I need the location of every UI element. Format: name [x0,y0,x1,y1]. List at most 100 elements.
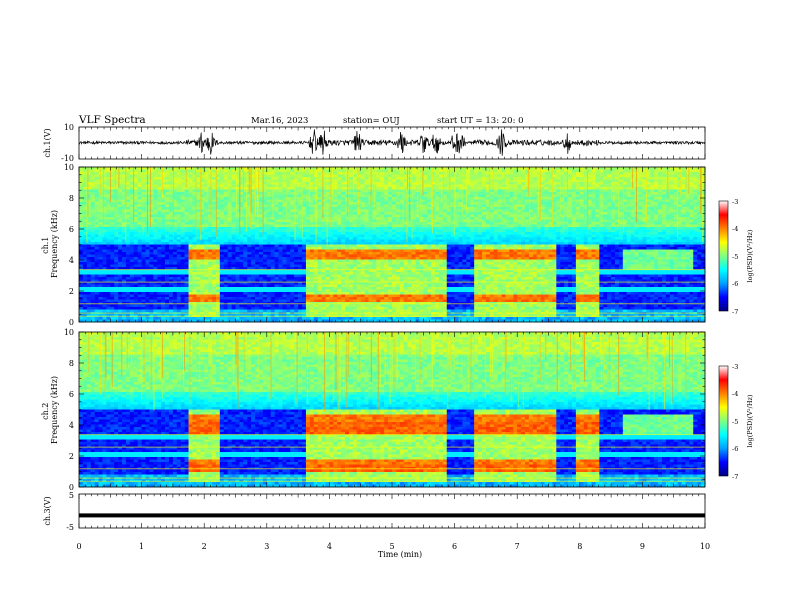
spectrogram-cell [137,277,142,280]
spectrogram-cell [208,297,213,300]
spectrogram-cell [243,199,248,203]
spectrogram-cell [153,289,158,293]
spectrogram-cell [149,247,154,250]
spectrogram-cell [325,257,330,260]
spectrogram-cell [157,202,162,205]
spectrogram-cell [302,242,307,245]
spectrogram-cell [309,189,315,193]
spectrogram-cell [125,254,131,258]
spectrogram-cell [172,239,178,243]
spectrogram-cell [235,177,240,180]
spectrogram-cell [110,219,115,223]
spectrogram-cell [161,189,166,193]
spectrogram-cell [321,212,326,215]
spectrogram-cell [215,307,221,310]
spectrogram-cell [247,224,252,228]
spectrogram-cell [262,267,268,270]
spectrogram-cell [188,197,193,200]
spectrogram-cell [212,282,217,285]
spectrogram-cell [282,284,287,288]
spectrogram-cell [364,179,369,183]
spectrogram-cell [188,284,193,288]
spectrogram-cell [239,307,244,310]
spectrogram-cell [98,194,103,198]
spectrogram-cell [278,184,283,188]
spectrogram-cell [149,232,154,235]
spectrogram-cell [286,199,291,203]
spectrogram-cell [153,297,158,300]
spectrogram-cell [243,287,248,290]
spectrogram-cell [360,219,365,223]
spectrogram-cell [141,204,146,208]
spectrogram-cell [98,304,103,308]
spectrogram-cell [262,214,268,218]
spectrogram-cell [223,299,228,303]
spectrogram-cell [305,242,311,245]
spectrogram-cell [243,229,248,233]
spectrogram-cell [172,254,178,258]
spectrogram-cell [329,167,334,170]
spectrogram-cell [337,202,342,205]
spectrogram-cell [86,247,92,250]
spectrogram-cell [110,209,115,213]
spectrogram-cell [98,242,103,245]
spectrogram-cell [208,214,213,218]
spectrogram-cell [172,207,178,210]
spectrogram-cell [90,199,95,203]
spectrogram-cell [79,269,84,273]
spectrogram-cell [165,172,170,175]
spectrogram-cell [157,207,162,210]
spectrogram-cell [168,179,174,183]
spectrogram-cell [298,284,303,288]
spectrogram-cell [129,199,135,203]
spectrogram-cell [212,297,217,300]
spectrogram-cell [192,272,197,275]
spectrogram-cell [258,172,264,175]
spectrogram-cell [165,227,170,230]
spectrogram-cell [153,232,158,235]
spectrogram-cell [239,274,244,278]
spectrogram-cell [157,209,162,213]
spectrogram-cell [364,199,369,203]
spectrogram-cell [368,319,373,323]
spectrogram-cell [200,214,205,218]
spectrogram-cell [204,254,209,258]
spectrogram-cell [376,277,381,280]
spectrogram-cell [184,269,189,273]
spectrogram-cell [79,202,84,205]
spectrogram-cell [345,244,350,248]
spectrogram-cell [106,212,111,215]
spectrogram-cell [364,239,369,243]
spectrogram-cell [360,244,365,248]
spectrogram-cell [305,264,311,268]
spectrogram-cell [172,299,178,303]
spectrogram-cell [114,239,119,243]
spectrogram-cell [368,222,373,225]
spectrogram-cell [302,224,307,228]
spectrogram-cell [192,179,197,183]
spectrogram-cell [129,234,135,238]
spectrogram-cell [114,272,119,275]
spectrogram-cell [274,269,279,273]
ch1-ytick-bottom: -10 [61,154,74,163]
spectrogram-cell [219,244,225,248]
spectrogram-cell [376,229,381,233]
spectrogram-cell [258,269,264,273]
spectrogram-cell [176,182,182,185]
spectrogram-cell [368,247,373,250]
spectrogram-cell [364,279,369,283]
spectrogram-cell [208,204,213,208]
spectrogram-cell [348,292,354,295]
spectrogram-cell [149,269,154,273]
spectrogram-cell [231,244,236,248]
spectrogram-cell [325,189,330,193]
spectrogram-cell [337,192,342,195]
spectrogram-cell [372,274,377,278]
spectrogram-cell [219,169,225,173]
spectrogram-cell [341,167,346,170]
spectrogram-cell [278,222,283,225]
spectrogram-cell [258,229,264,233]
spectrogram-cell [149,304,154,308]
spectrogram-cell [317,307,322,310]
spectrogram-cell [157,304,162,308]
